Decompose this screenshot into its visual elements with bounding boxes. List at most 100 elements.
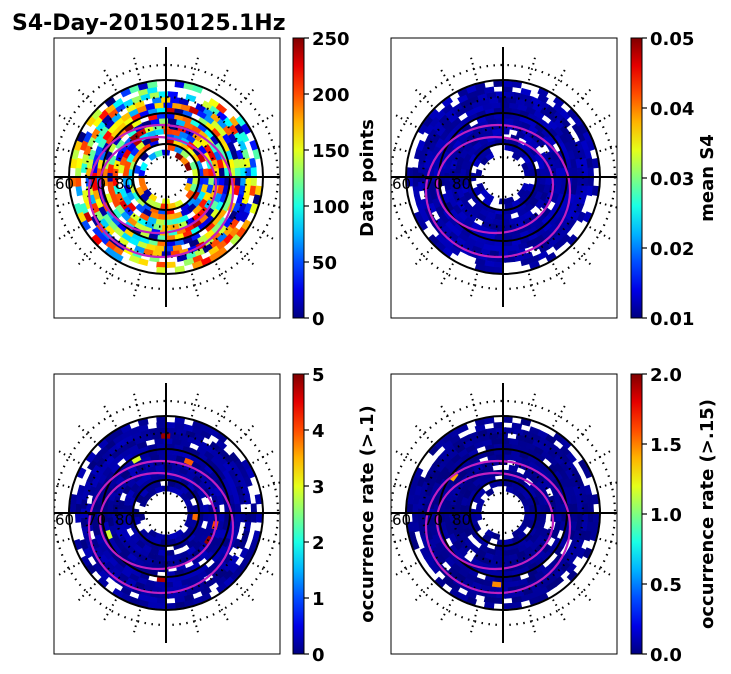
heatmap-cell: [502, 416, 513, 424]
heatmap-cell: [167, 91, 179, 98]
heatmap-cell: [476, 182, 485, 193]
heatmap-cell: [535, 198, 546, 210]
colorbar-tick-label: 150: [312, 141, 350, 162]
colorbar-tick-label: 0.03: [650, 169, 694, 190]
colorbar-tick-label: 50: [312, 253, 337, 274]
heatmap-cell: [92, 226, 103, 239]
heatmap-cell: [571, 176, 579, 187]
colorbar-tick-label: 0: [312, 645, 325, 666]
colorbar-tick-label: 250: [312, 29, 350, 50]
colorbar-tick-label: 1: [312, 589, 325, 610]
polar-plot: 60 70 80: [54, 383, 280, 643]
colorbar-tick-label: 3: [312, 477, 325, 498]
heatmap-cell: [552, 240, 565, 251]
heatmap-cell: [502, 602, 513, 610]
oval-boundary-outer: [87, 459, 235, 595]
heatmap-cell: [185, 93, 197, 103]
heatmap-cell: [413, 211, 424, 223]
heatmap-cell: [106, 180, 115, 191]
heatmap-cell: [571, 512, 579, 523]
heatmap-cell: [82, 131, 93, 143]
heatmap-cell: [208, 176, 215, 186]
heatmap-cell: [592, 512, 600, 523]
oval-boundary-inner: [435, 471, 555, 571]
heatmap-cell: [215, 103, 228, 114]
colorbar-tick-label: 100: [312, 197, 350, 218]
heatmap-cell: [104, 246, 117, 258]
heatmap-cell: [502, 85, 513, 93]
heatmap-cell: [250, 176, 258, 187]
heatmap-cell: [234, 176, 242, 187]
oval-boundary-outer: [424, 459, 572, 595]
heatmap-cell: [484, 151, 495, 161]
heatmap-cell: [591, 493, 599, 505]
heatmap-cell: [504, 91, 516, 98]
heatmap-cell: [234, 503, 242, 514]
heatmap-cell: [234, 512, 242, 523]
heatmap-cell: [582, 467, 593, 479]
heatmap-cell: [156, 416, 167, 424]
heatmap-cell: [218, 176, 226, 187]
heatmap-cell: [566, 451, 577, 464]
heatmap-cell: [255, 512, 263, 523]
colorbar-tick-label: 0.01: [650, 309, 694, 330]
panel-occurrence-rate-01: 60 70 80 0 1 2 3 4 5 occurrence rate (>.1): [53, 365, 378, 666]
heatmap-cell: [419, 547, 430, 559]
colorbar-label: Data points: [357, 119, 378, 237]
heatmap-cell: [483, 596, 495, 604]
colorbar-tick-label: 0.04: [650, 99, 694, 120]
colorbar-tick-label: 5: [312, 365, 325, 386]
heatmap-cell: [591, 157, 599, 169]
latitude-label: 80: [115, 511, 134, 529]
latitude-label: 80: [452, 511, 471, 529]
heatmap-cell: [552, 96, 565, 108]
heatmap-cell: [412, 185, 420, 197]
heatmap-cell: [74, 176, 82, 187]
heatmap-cell: [571, 503, 579, 514]
colorbar-tick-label: 2.0: [650, 365, 682, 386]
colorbar-tick-label: 0: [312, 309, 325, 330]
heatmap-cell: [243, 521, 252, 533]
heatmap-cell: [208, 512, 215, 522]
heatmap-cell: [555, 512, 563, 523]
panel-occurrence-rate-015: 60 70 80 0.0 0.5 1.0 1.5 2.0 occurrence rate (>.…: [390, 365, 718, 666]
latitude-label: 60: [55, 175, 74, 193]
panel-data-points: 60 70 80 0 50 100 150 200 250 Data points: [53, 29, 378, 330]
heatmap-cell: [218, 512, 226, 523]
heatmap-cell: [457, 423, 469, 434]
heatmap-cell: [218, 167, 226, 178]
latitude-label: 60: [392, 511, 411, 529]
colorbar-tick-label: 0.5: [650, 575, 682, 596]
heatmap-cell: [156, 602, 167, 610]
heatmap-cell: [411, 176, 419, 187]
colorbar-tick-label: 0.05: [650, 29, 694, 50]
latitude-label: 70: [87, 511, 106, 529]
heatmap-cell: [493, 261, 504, 269]
heatmap-cell: [139, 161, 148, 172]
colorbar-label: occurrence rate (>.15): [697, 399, 718, 629]
latitude-label: 80: [452, 175, 471, 193]
panel-mean-s4: 60 70 80 0.01 0.02 0.03 0.04 0.05 mean S4: [390, 29, 718, 330]
heatmap-cell: [493, 597, 504, 605]
heatmap-cell: [74, 167, 82, 178]
heatmap-cell: [215, 432, 228, 444]
latitude-label: 70: [87, 175, 106, 193]
heatmap-cell: [484, 529, 495, 539]
heatmap-cell: [112, 97, 124, 109]
heatmap-cell: [587, 512, 595, 523]
oval-boundary-outer: [424, 123, 572, 259]
heatmap-cell: [428, 234, 440, 246]
colorbar-tick-label: 4: [312, 421, 325, 442]
colorbar-label: mean S4: [697, 134, 718, 222]
heatmap-cell: [120, 423, 132, 434]
colorbar-tick-label: 1.5: [650, 435, 682, 456]
latitude-label: 80: [115, 175, 134, 193]
heatmap-cell: [191, 84, 204, 94]
heatmap-cell: [411, 512, 419, 523]
heatmap-cell: [571, 167, 579, 178]
heatmap-cell: [74, 503, 82, 514]
heatmap-cell: [483, 417, 495, 425]
heatmap-cell: [165, 602, 176, 610]
heatmap-cell: [104, 96, 117, 108]
